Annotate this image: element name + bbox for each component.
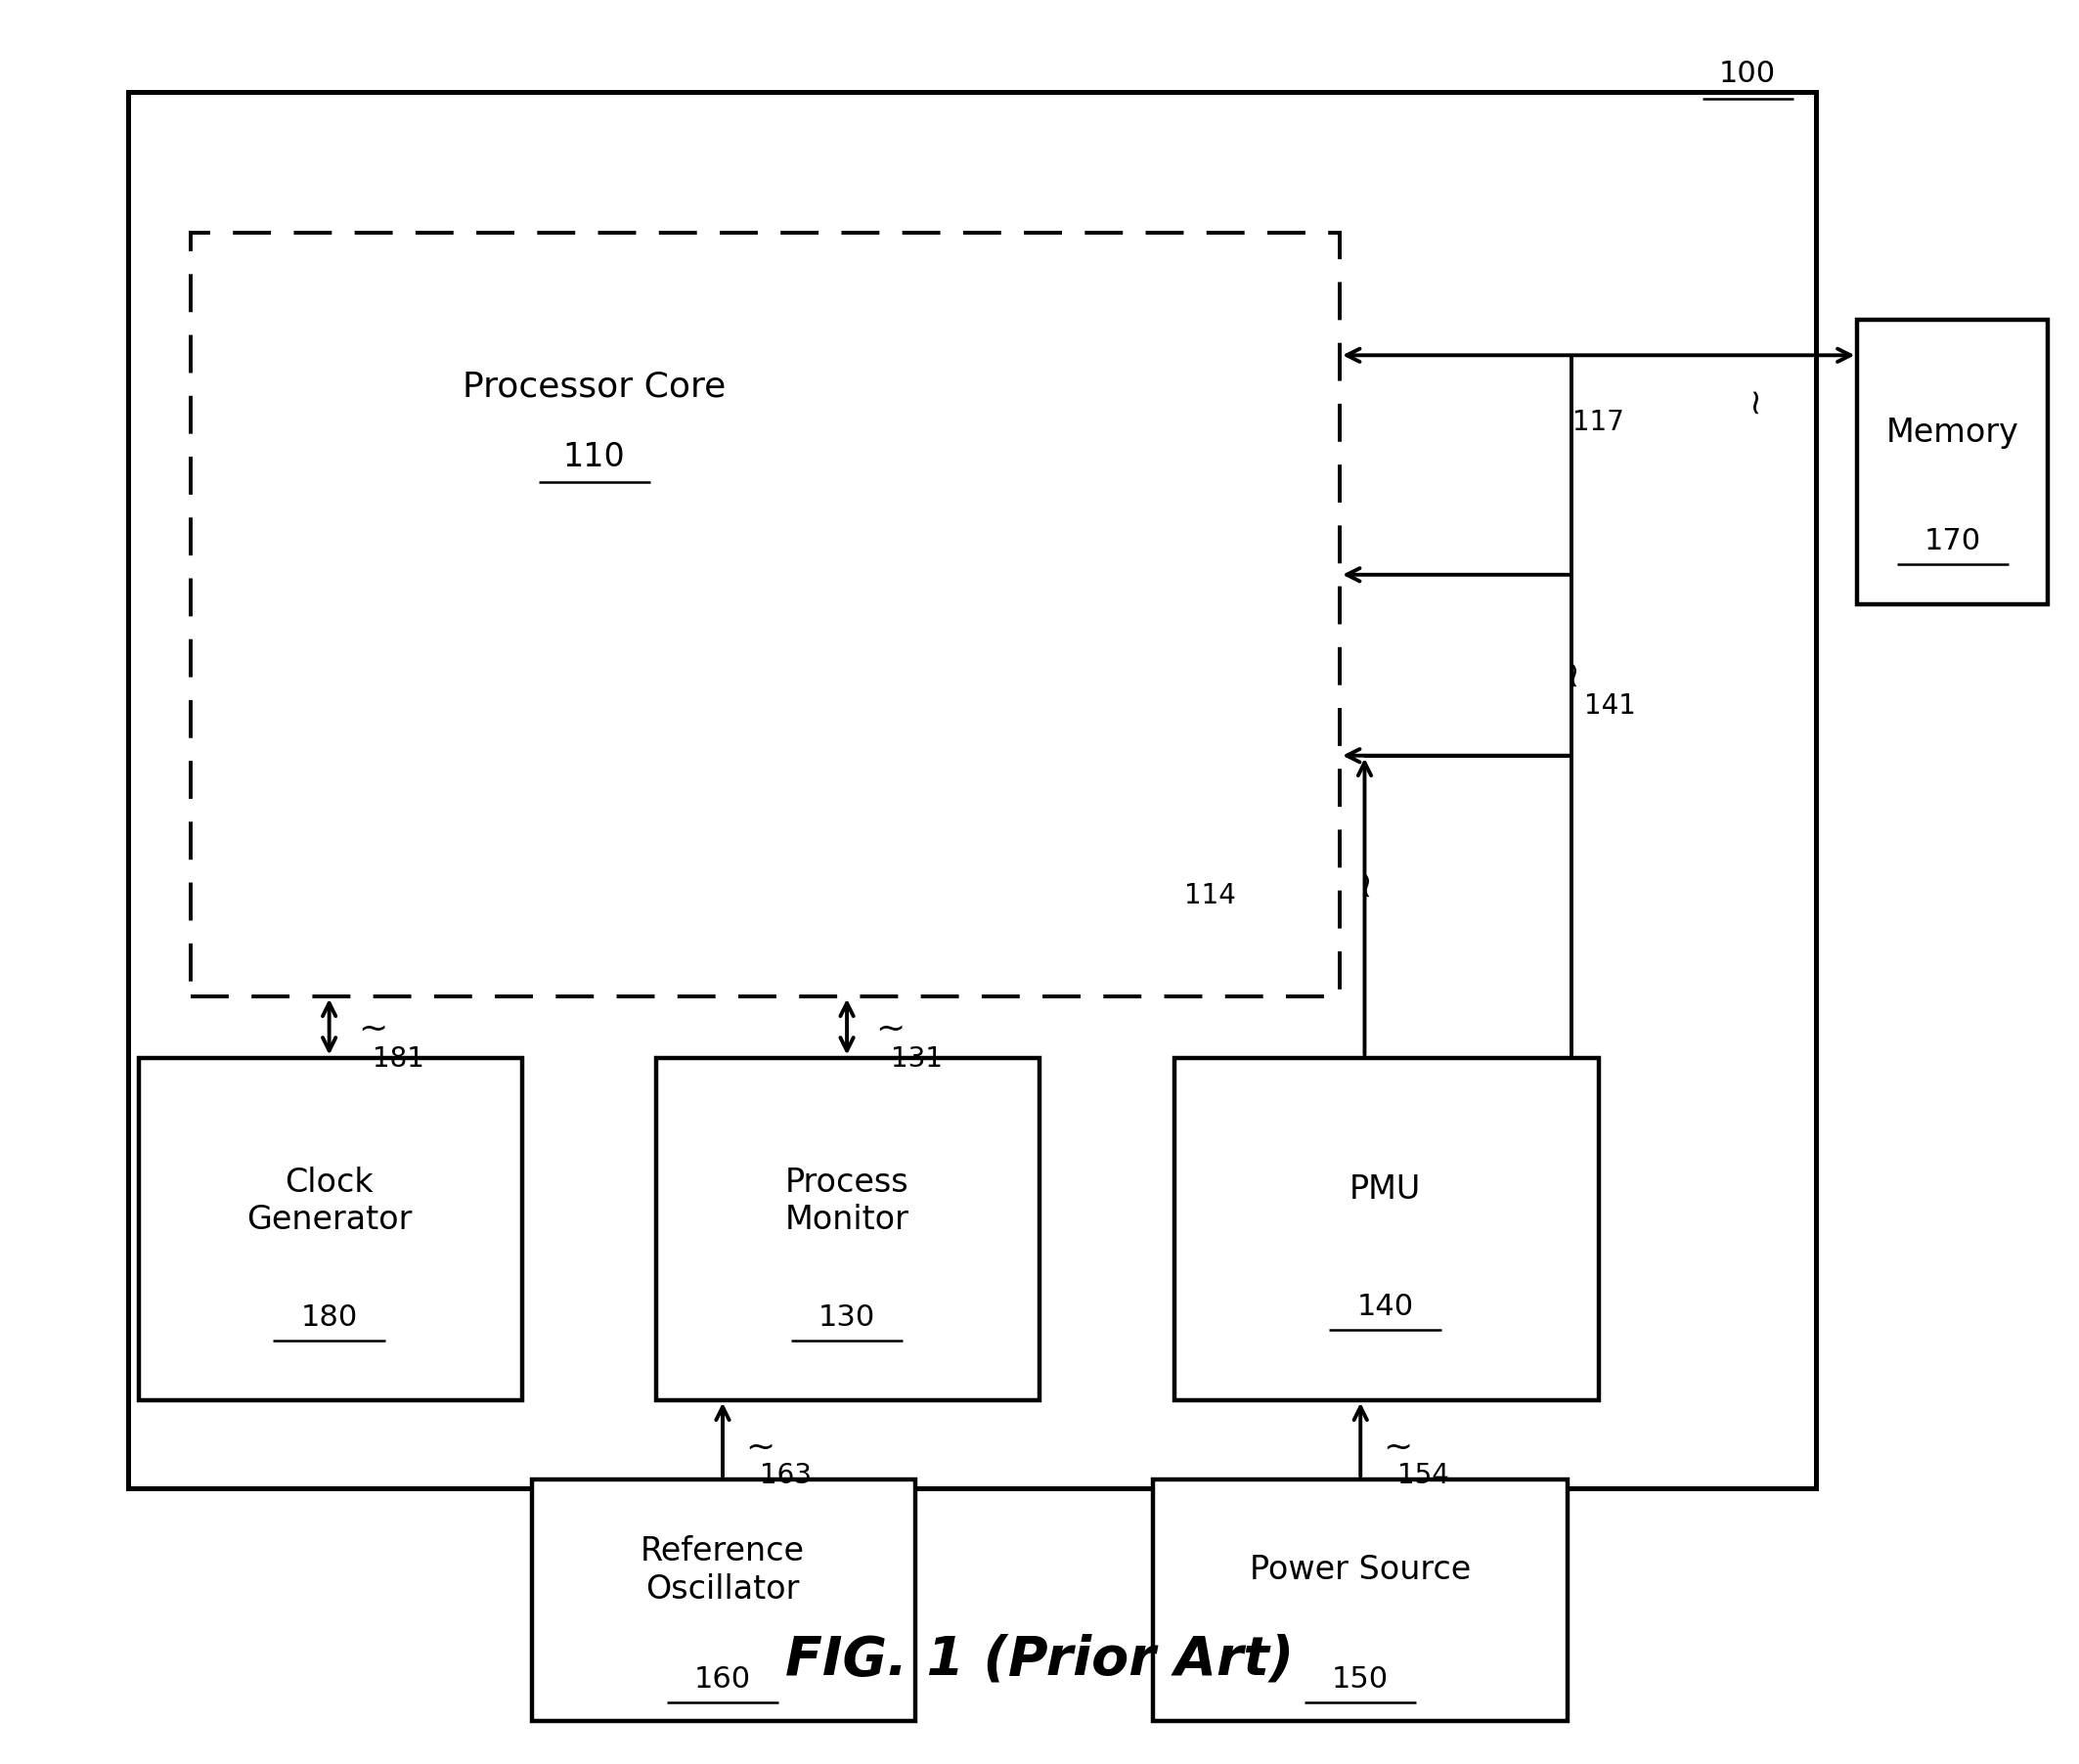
Text: ~: ~ xyxy=(1555,656,1588,686)
Text: Processor Core: Processor Core xyxy=(464,370,726,404)
FancyBboxPatch shape xyxy=(532,1478,915,1722)
Text: Reference
Oscillator: Reference Oscillator xyxy=(640,1535,805,1605)
Text: 100: 100 xyxy=(1719,60,1775,88)
Text: ~: ~ xyxy=(358,1013,387,1046)
Text: 181: 181 xyxy=(372,1046,424,1073)
Text: ~: ~ xyxy=(1383,1431,1412,1464)
Text: 150: 150 xyxy=(1333,1665,1389,1693)
Text: 154: 154 xyxy=(1397,1462,1449,1489)
Text: Process
Monitor: Process Monitor xyxy=(786,1166,909,1237)
Text: ~: ~ xyxy=(1738,385,1771,415)
Text: 170: 170 xyxy=(1925,527,1981,556)
FancyBboxPatch shape xyxy=(657,1058,1040,1401)
Text: 130: 130 xyxy=(819,1304,875,1332)
Text: 163: 163 xyxy=(761,1462,811,1489)
Text: Power Source: Power Source xyxy=(1249,1554,1472,1586)
Text: 110: 110 xyxy=(563,441,626,473)
Text: 140: 140 xyxy=(1358,1293,1414,1321)
Text: Clock
Generator: Clock Generator xyxy=(247,1166,412,1237)
Text: PMU: PMU xyxy=(1349,1173,1422,1205)
Text: 117: 117 xyxy=(1574,407,1624,436)
FancyBboxPatch shape xyxy=(1154,1478,1568,1722)
Text: ~: ~ xyxy=(744,1431,775,1464)
FancyBboxPatch shape xyxy=(1857,319,2048,605)
Text: 131: 131 xyxy=(890,1046,942,1073)
FancyBboxPatch shape xyxy=(1175,1058,1599,1401)
Text: Memory: Memory xyxy=(1886,416,2019,448)
Text: ~: ~ xyxy=(1347,868,1380,896)
FancyBboxPatch shape xyxy=(129,92,1817,1487)
Text: 141: 141 xyxy=(1584,693,1636,720)
FancyBboxPatch shape xyxy=(139,1058,522,1401)
Text: 114: 114 xyxy=(1185,882,1237,910)
FancyBboxPatch shape xyxy=(191,233,1339,997)
Text: FIG. 1 (Prior Art): FIG. 1 (Prior Art) xyxy=(786,1633,1293,1686)
Text: 160: 160 xyxy=(694,1665,751,1693)
Text: 180: 180 xyxy=(301,1304,358,1332)
Text: ~: ~ xyxy=(875,1013,904,1046)
